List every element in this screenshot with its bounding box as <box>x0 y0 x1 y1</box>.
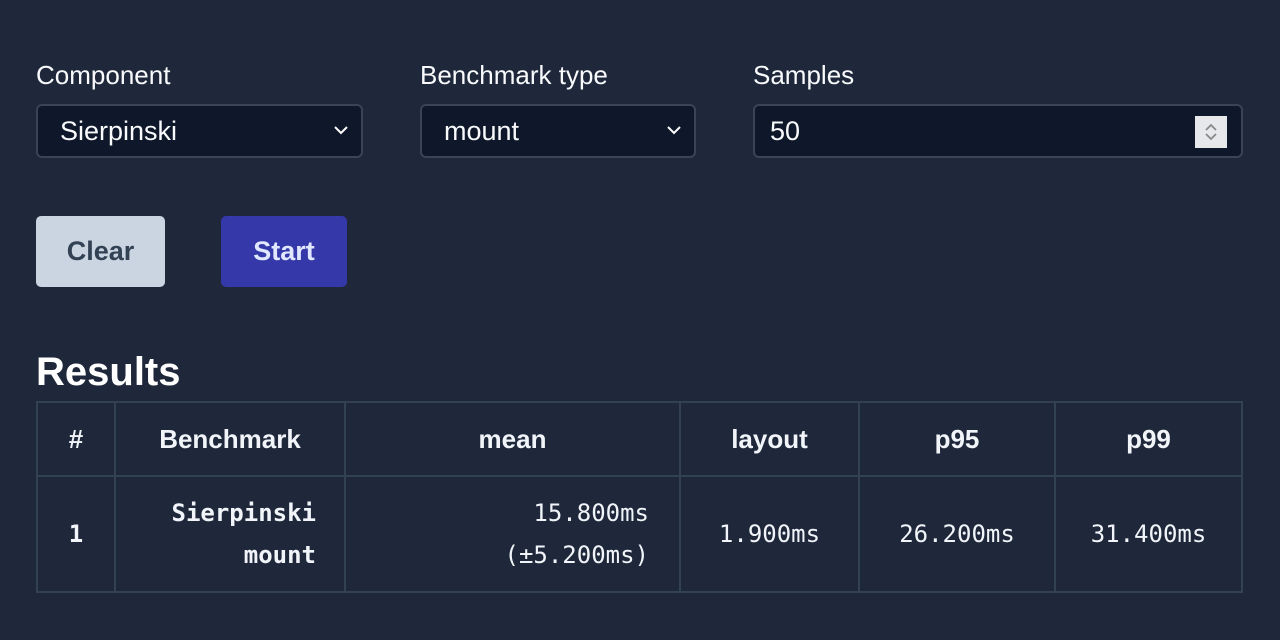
benchmark-type-value: mount <box>444 115 520 146</box>
component-field: Component Sierpinski <box>36 60 363 158</box>
column-header-layout: layout <box>679 401 860 477</box>
chevron-down-icon <box>334 126 348 135</box>
cell-p95: 26.200ms <box>858 475 1056 593</box>
number-stepper[interactable] <box>1195 116 1227 148</box>
benchmark-type-field: Benchmark type mount <box>420 60 696 158</box>
component-select[interactable]: Sierpinski <box>36 104 363 158</box>
table-row: 1 Sierpinski mount 15.800ms (±5.200ms) 1… <box>36 475 1243 593</box>
samples-label: Samples <box>753 60 855 90</box>
component-value: Sierpinski <box>60 115 178 146</box>
benchmark-type-label: Benchmark type <box>420 60 608 90</box>
component-label: Component <box>36 60 171 90</box>
results-table: # Benchmark mean layout p95 p99 1 Sierpi… <box>36 401 1243 593</box>
mean-value: 15.800ms <box>533 499 649 527</box>
column-header-benchmark: Benchmark <box>114 401 346 477</box>
chevron-down-icon[interactable] <box>1204 132 1218 141</box>
samples-input[interactable]: 50 <box>753 104 1243 158</box>
results-title: Results <box>36 350 181 394</box>
column-header-mean: mean <box>344 401 681 477</box>
mean-deviation: (±5.200ms) <box>504 541 650 569</box>
start-button[interactable]: Start <box>221 216 347 287</box>
cell-p99: 31.400ms <box>1054 475 1243 593</box>
chevron-down-icon <box>667 126 681 135</box>
cell-layout: 1.900ms <box>679 475 860 593</box>
benchmark-type: mount <box>243 541 316 569</box>
cell-index: 1 <box>36 475 116 593</box>
clear-button[interactable]: Clear <box>36 216 165 287</box>
column-header-p95: p95 <box>858 401 1056 477</box>
benchmark-type-select[interactable]: mount <box>420 104 696 158</box>
column-header-p99: p99 <box>1054 401 1243 477</box>
chevron-up-icon[interactable] <box>1204 123 1218 132</box>
table-header-row: # Benchmark mean layout p95 p99 <box>36 401 1243 477</box>
samples-field: Samples 50 <box>753 60 1243 158</box>
benchmark-name: Sierpinski <box>171 499 317 527</box>
cell-benchmark: Sierpinski mount <box>114 475 346 593</box>
cell-mean: 15.800ms (±5.200ms) <box>344 475 681 593</box>
column-header-index: # <box>36 401 116 477</box>
samples-value: 50 <box>770 115 801 146</box>
